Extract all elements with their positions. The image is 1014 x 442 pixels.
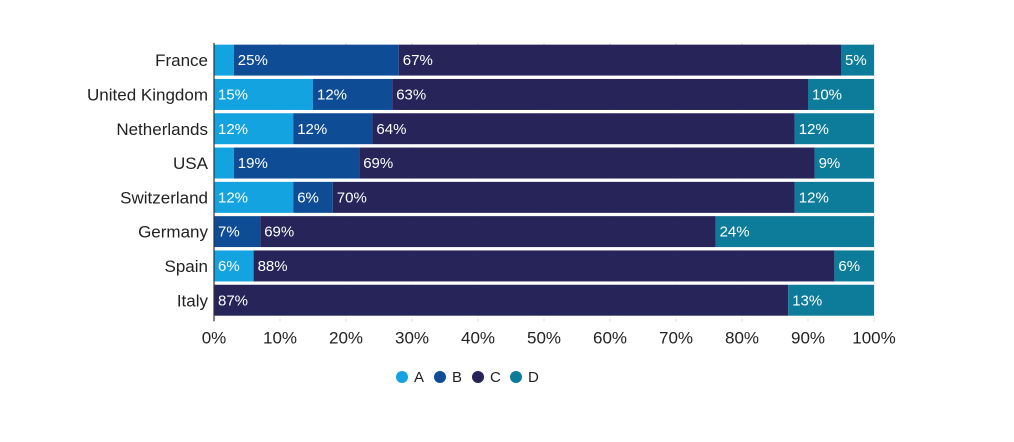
data-label: 19% xyxy=(238,155,268,172)
data-label: 63% xyxy=(396,86,426,103)
bar-segment-c xyxy=(260,216,716,248)
data-label: 15% xyxy=(218,86,248,103)
category-label: France xyxy=(155,51,208,70)
legend: A B C D xyxy=(396,369,539,386)
bar-row: 19% 69% 9% xyxy=(214,147,874,182)
legend-swatch xyxy=(434,371,446,383)
bar-segment-b xyxy=(293,113,373,145)
bar-segment-d xyxy=(808,78,874,110)
category-label: Germany xyxy=(138,223,208,242)
bar-segment-b xyxy=(233,44,399,76)
bar-segment-d xyxy=(834,250,874,282)
legend-item: C xyxy=(472,369,501,386)
data-label: 10% xyxy=(812,86,842,103)
legend-swatch xyxy=(396,371,408,383)
legend-swatch xyxy=(472,371,484,383)
category-label: Netherlands xyxy=(116,120,208,139)
legend-label: D xyxy=(528,369,539,386)
data-label: 6% xyxy=(838,258,860,275)
bar-segment-d xyxy=(715,216,874,248)
bar-segment-c xyxy=(214,284,789,316)
category-label: United Kingdom xyxy=(87,85,208,104)
data-label: 13% xyxy=(792,292,822,309)
bar-segment-b xyxy=(313,78,393,110)
legend-label: B xyxy=(452,369,462,386)
bar-segment-a xyxy=(214,250,254,282)
x-tick-label: 0% xyxy=(202,328,227,347)
legend-item: D xyxy=(510,369,539,386)
x-tick-label: 100% xyxy=(852,328,895,347)
bar-segment-d xyxy=(788,284,874,316)
data-label: 12% xyxy=(317,86,347,103)
data-label: 87% xyxy=(218,292,248,309)
bar-row: 7% 69% 24% xyxy=(214,216,874,251)
category-labels: France United Kingdom Netherlands USA Switze… xyxy=(87,51,209,310)
data-label: 9% xyxy=(819,155,841,172)
x-tick-label: 70% xyxy=(659,328,693,347)
legend-label: C xyxy=(490,369,501,386)
bar-segment-d xyxy=(794,181,874,213)
data-label: 69% xyxy=(363,155,393,172)
bar-segment-c xyxy=(332,181,795,213)
data-label: 25% xyxy=(238,52,268,69)
legend-label: A xyxy=(414,369,424,386)
bar-segment-b xyxy=(214,216,261,248)
bar-segment-a xyxy=(214,147,234,179)
bar-segment-c xyxy=(398,44,841,76)
category-label: Spain xyxy=(165,257,208,276)
data-label: 5% xyxy=(845,52,867,69)
data-label: 64% xyxy=(376,121,406,138)
legend-swatch xyxy=(510,371,522,383)
bar-segment-a xyxy=(214,113,294,145)
data-label: 6% xyxy=(218,258,240,275)
x-tick-label: 60% xyxy=(593,328,627,347)
bar-row: 12% 6% 70% 12% xyxy=(214,181,874,216)
bar-segment-c xyxy=(253,250,835,282)
bar-row: 25% 67% 5% xyxy=(214,44,874,79)
bar-row: 87% 13% xyxy=(214,284,874,319)
legend-item: B xyxy=(434,369,462,386)
bar-segment-b xyxy=(233,147,360,179)
bar-segment-a xyxy=(214,78,313,110)
data-label: 70% xyxy=(337,189,367,206)
bar-segment-c xyxy=(392,78,808,110)
data-label: 12% xyxy=(297,121,327,138)
bar-segment-d xyxy=(794,113,874,145)
data-label: 12% xyxy=(218,189,248,206)
x-tick-label: 80% xyxy=(725,328,759,347)
data-label: 7% xyxy=(218,224,240,241)
data-label: 12% xyxy=(799,189,829,206)
x-axis-ticks: 0% 10% 20% 30% 40% 50% 60% 70% 80% 90% 100% xyxy=(202,328,896,347)
category-label: Switzerland xyxy=(120,188,208,207)
category-label: USA xyxy=(173,154,209,173)
bar-row: 15% 12% 63% 10% xyxy=(214,78,874,114)
bar-row: 12% 12% 64% 12% xyxy=(214,113,874,148)
x-tick-label: 50% xyxy=(527,328,561,347)
bar-segment-c xyxy=(372,113,795,145)
data-label: 88% xyxy=(258,258,288,275)
data-label: 6% xyxy=(297,189,319,206)
x-tick-label: 40% xyxy=(461,328,495,347)
bar-segment-d xyxy=(841,44,874,76)
data-label: 12% xyxy=(218,121,248,138)
x-tick-label: 10% xyxy=(263,328,297,347)
bar-segment-a xyxy=(214,44,234,76)
bar-segment-d xyxy=(814,147,874,179)
bars: 25% 67% 5% 15% 12% 63% 10% 12% 12% 64% 12% 19% 69% 9%… xyxy=(214,44,874,319)
data-label: 69% xyxy=(264,224,294,241)
data-label: 12% xyxy=(799,121,829,138)
legend-item: A xyxy=(396,369,424,386)
category-label: Italy xyxy=(177,291,209,310)
data-label: 24% xyxy=(720,224,750,241)
bar-row: 6% 88% 6% xyxy=(214,250,874,285)
bar-segment-a xyxy=(214,181,294,213)
data-label: 67% xyxy=(403,52,433,69)
bar-segment-b xyxy=(293,181,333,213)
x-tick-label: 90% xyxy=(791,328,825,347)
bar-segment-c xyxy=(359,147,815,179)
x-tick-label: 30% xyxy=(395,328,429,347)
x-tick-label: 20% xyxy=(329,328,363,347)
